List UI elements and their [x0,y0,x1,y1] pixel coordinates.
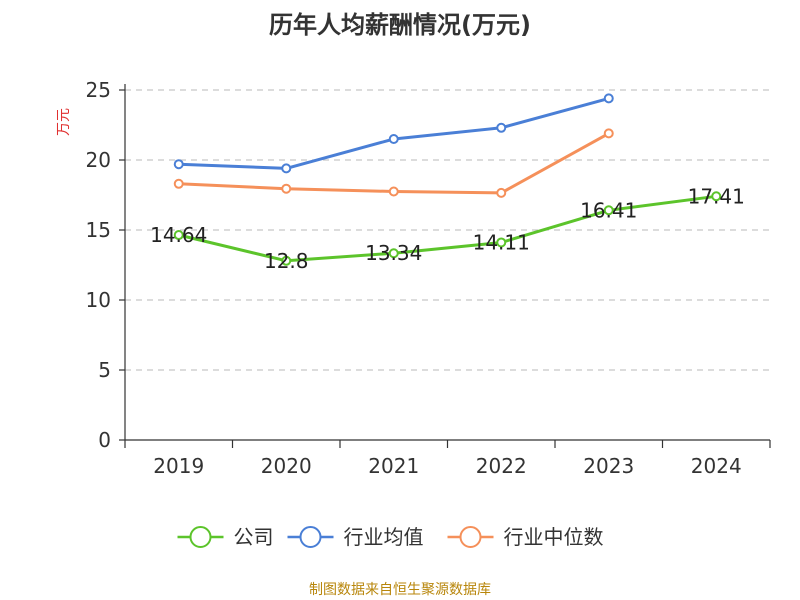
data-point [603,205,614,216]
data-label: 12.8 [264,249,309,273]
legend-label: 行业均值 [344,525,424,549]
data-point [388,186,399,197]
y-tick-label: 15 [86,218,111,242]
data-label: 14.11 [473,230,530,254]
data-point [496,122,507,133]
legend-marker [299,526,322,548]
legend-marker [459,526,482,548]
legend-label: 公司 [234,525,274,549]
data-label: 14.64 [150,223,207,247]
data-label: 17.41 [688,184,745,208]
x-tick-label: 2020 [261,454,312,478]
x-tick-label: 2022 [476,454,527,478]
y-tick-label: 20 [86,148,111,172]
legend-label: 行业中位数 [504,525,604,549]
series-lines [173,93,722,266]
data-point [711,191,722,202]
legend: 公司 行业均值 行业中位数 [177,525,604,549]
chart-title: 历年人均薪酬情况(万元) [269,11,531,39]
x-tick-label: 2019 [153,454,204,478]
source-note: 制图数据来自恒生聚源数据库 [309,582,491,598]
y-tick-label: 5 [98,358,111,382]
data-point [281,255,292,266]
data-point [388,248,399,259]
data-label: 13.34 [365,241,422,265]
grid [125,89,770,371]
data-point [603,93,614,104]
y-tick-label: 10 [86,288,111,312]
x-tick-label: 2023 [583,454,634,478]
legend-marker [189,526,212,548]
data-point [173,178,184,189]
data-point [281,163,292,174]
data-point [388,134,399,144]
legend-item-1: 行业均值 [287,525,424,549]
data-label: 16.41 [580,198,637,222]
data-point [603,128,614,139]
legend-item-2: 行业中位数 [447,525,604,549]
data-point [173,230,184,241]
x-tick-label: 2021 [368,454,419,478]
y-tick-label: 25 [86,78,111,102]
x-tick-label: 2024 [691,454,742,478]
y-axis-label: 万元 [56,108,72,136]
data-point [496,237,507,248]
data-labels: 14.64 12.8 13.34 14.11 16.41 17.41 [150,184,745,273]
legend-item-0: 公司 [177,525,274,549]
data-point [281,183,292,194]
data-point [173,159,184,170]
data-point [496,187,507,198]
axes: 0 5 10 15 20 25 2019 2020 2021 2022 2023 2024 [86,78,771,478]
y-tick-label: 0 [98,428,111,452]
series-line-1 [177,96,611,170]
series-line-0 [177,194,718,263]
